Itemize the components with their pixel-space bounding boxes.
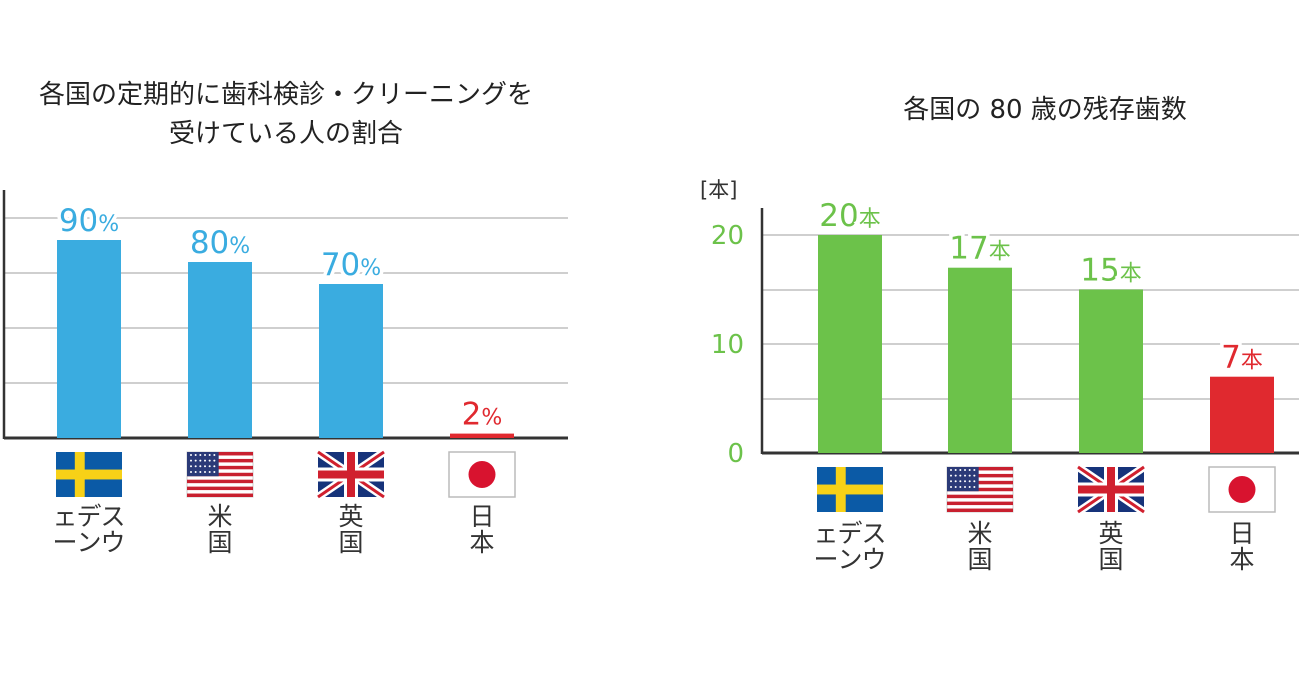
uk-flag: [1075, 463, 1147, 516]
usa-flag: [946, 466, 1014, 513]
category-label-char: ス: [861, 519, 886, 548]
y-tick-label: 0: [727, 439, 744, 469]
sweden-flag: [817, 467, 883, 512]
category-label-char: デ: [76, 502, 101, 531]
data-label: 7本: [1221, 340, 1263, 376]
y-tick-label: 10: [711, 330, 744, 360]
category-label-char: 国: [1098, 545, 1123, 574]
category-label-char: ェ: [813, 519, 838, 548]
category-label-char: 米: [207, 502, 232, 531]
category-label-char: ウ: [100, 528, 125, 557]
category-label-char: ー: [52, 528, 77, 557]
bar: [188, 262, 252, 438]
data-label: 90%: [59, 203, 119, 239]
category-label-char: ン: [837, 545, 862, 574]
category-label-char: ウ: [861, 545, 886, 574]
category-label-char: 本: [469, 528, 494, 557]
category-label: 英国: [1098, 519, 1123, 574]
category-label-char: 国: [207, 528, 232, 557]
category-label-char: ー: [813, 545, 838, 574]
category-label-char: 本: [1229, 545, 1254, 574]
bar: [57, 240, 121, 438]
data-label: 2%: [462, 397, 503, 433]
bar: [319, 284, 383, 438]
category-label-char: ス: [100, 502, 125, 531]
bar: [1210, 376, 1274, 453]
category-label-char: 英: [338, 502, 363, 531]
category-label: 米国: [207, 502, 232, 557]
category-label-char: 日: [1229, 519, 1254, 548]
data-label: 80%: [190, 225, 250, 261]
data-label: 17本: [949, 231, 1010, 267]
category-label: 英国: [338, 502, 363, 557]
data-label: 70%: [321, 247, 381, 283]
category-label-char: 米: [967, 519, 992, 548]
data-label: 20本: [819, 198, 880, 234]
category-label-char: 国: [338, 528, 363, 557]
bar: [1079, 289, 1143, 453]
category-label-char: ェ: [52, 502, 77, 531]
sweden-flag: [56, 452, 122, 497]
japan-flag: [448, 451, 516, 498]
category-label-char: 国: [967, 545, 992, 574]
data-label: 15本: [1080, 253, 1141, 289]
category-label-char: ン: [76, 528, 101, 557]
y-unit-label: [本]: [700, 178, 737, 202]
bar: [948, 267, 1012, 453]
chart-title: 受けている人の割合: [169, 119, 403, 149]
bar: [450, 433, 514, 438]
remaining-teeth-chart: 各国の 80 歳の残存歯数01020[本]20本スウデンェー17本米国15本英国…: [700, 95, 1299, 574]
japan-flag: [1208, 466, 1276, 513]
uk-flag: [315, 448, 387, 501]
category-label: 米国: [967, 519, 992, 574]
category-label: 日本: [469, 502, 494, 557]
category-label-char: 日: [469, 502, 494, 531]
chart-title: 各国の定期的に歯科検診・クリーニングを: [39, 80, 533, 110]
category-label-char: デ: [837, 519, 862, 548]
bar: [818, 235, 882, 453]
chart-title: 各国の 80 歳の残存歯数: [903, 95, 1187, 125]
category-label: 日本: [1229, 519, 1254, 574]
y-tick-label: 20: [711, 221, 744, 251]
usa-flag: [186, 451, 254, 498]
category-label-char: 英: [1098, 519, 1123, 548]
